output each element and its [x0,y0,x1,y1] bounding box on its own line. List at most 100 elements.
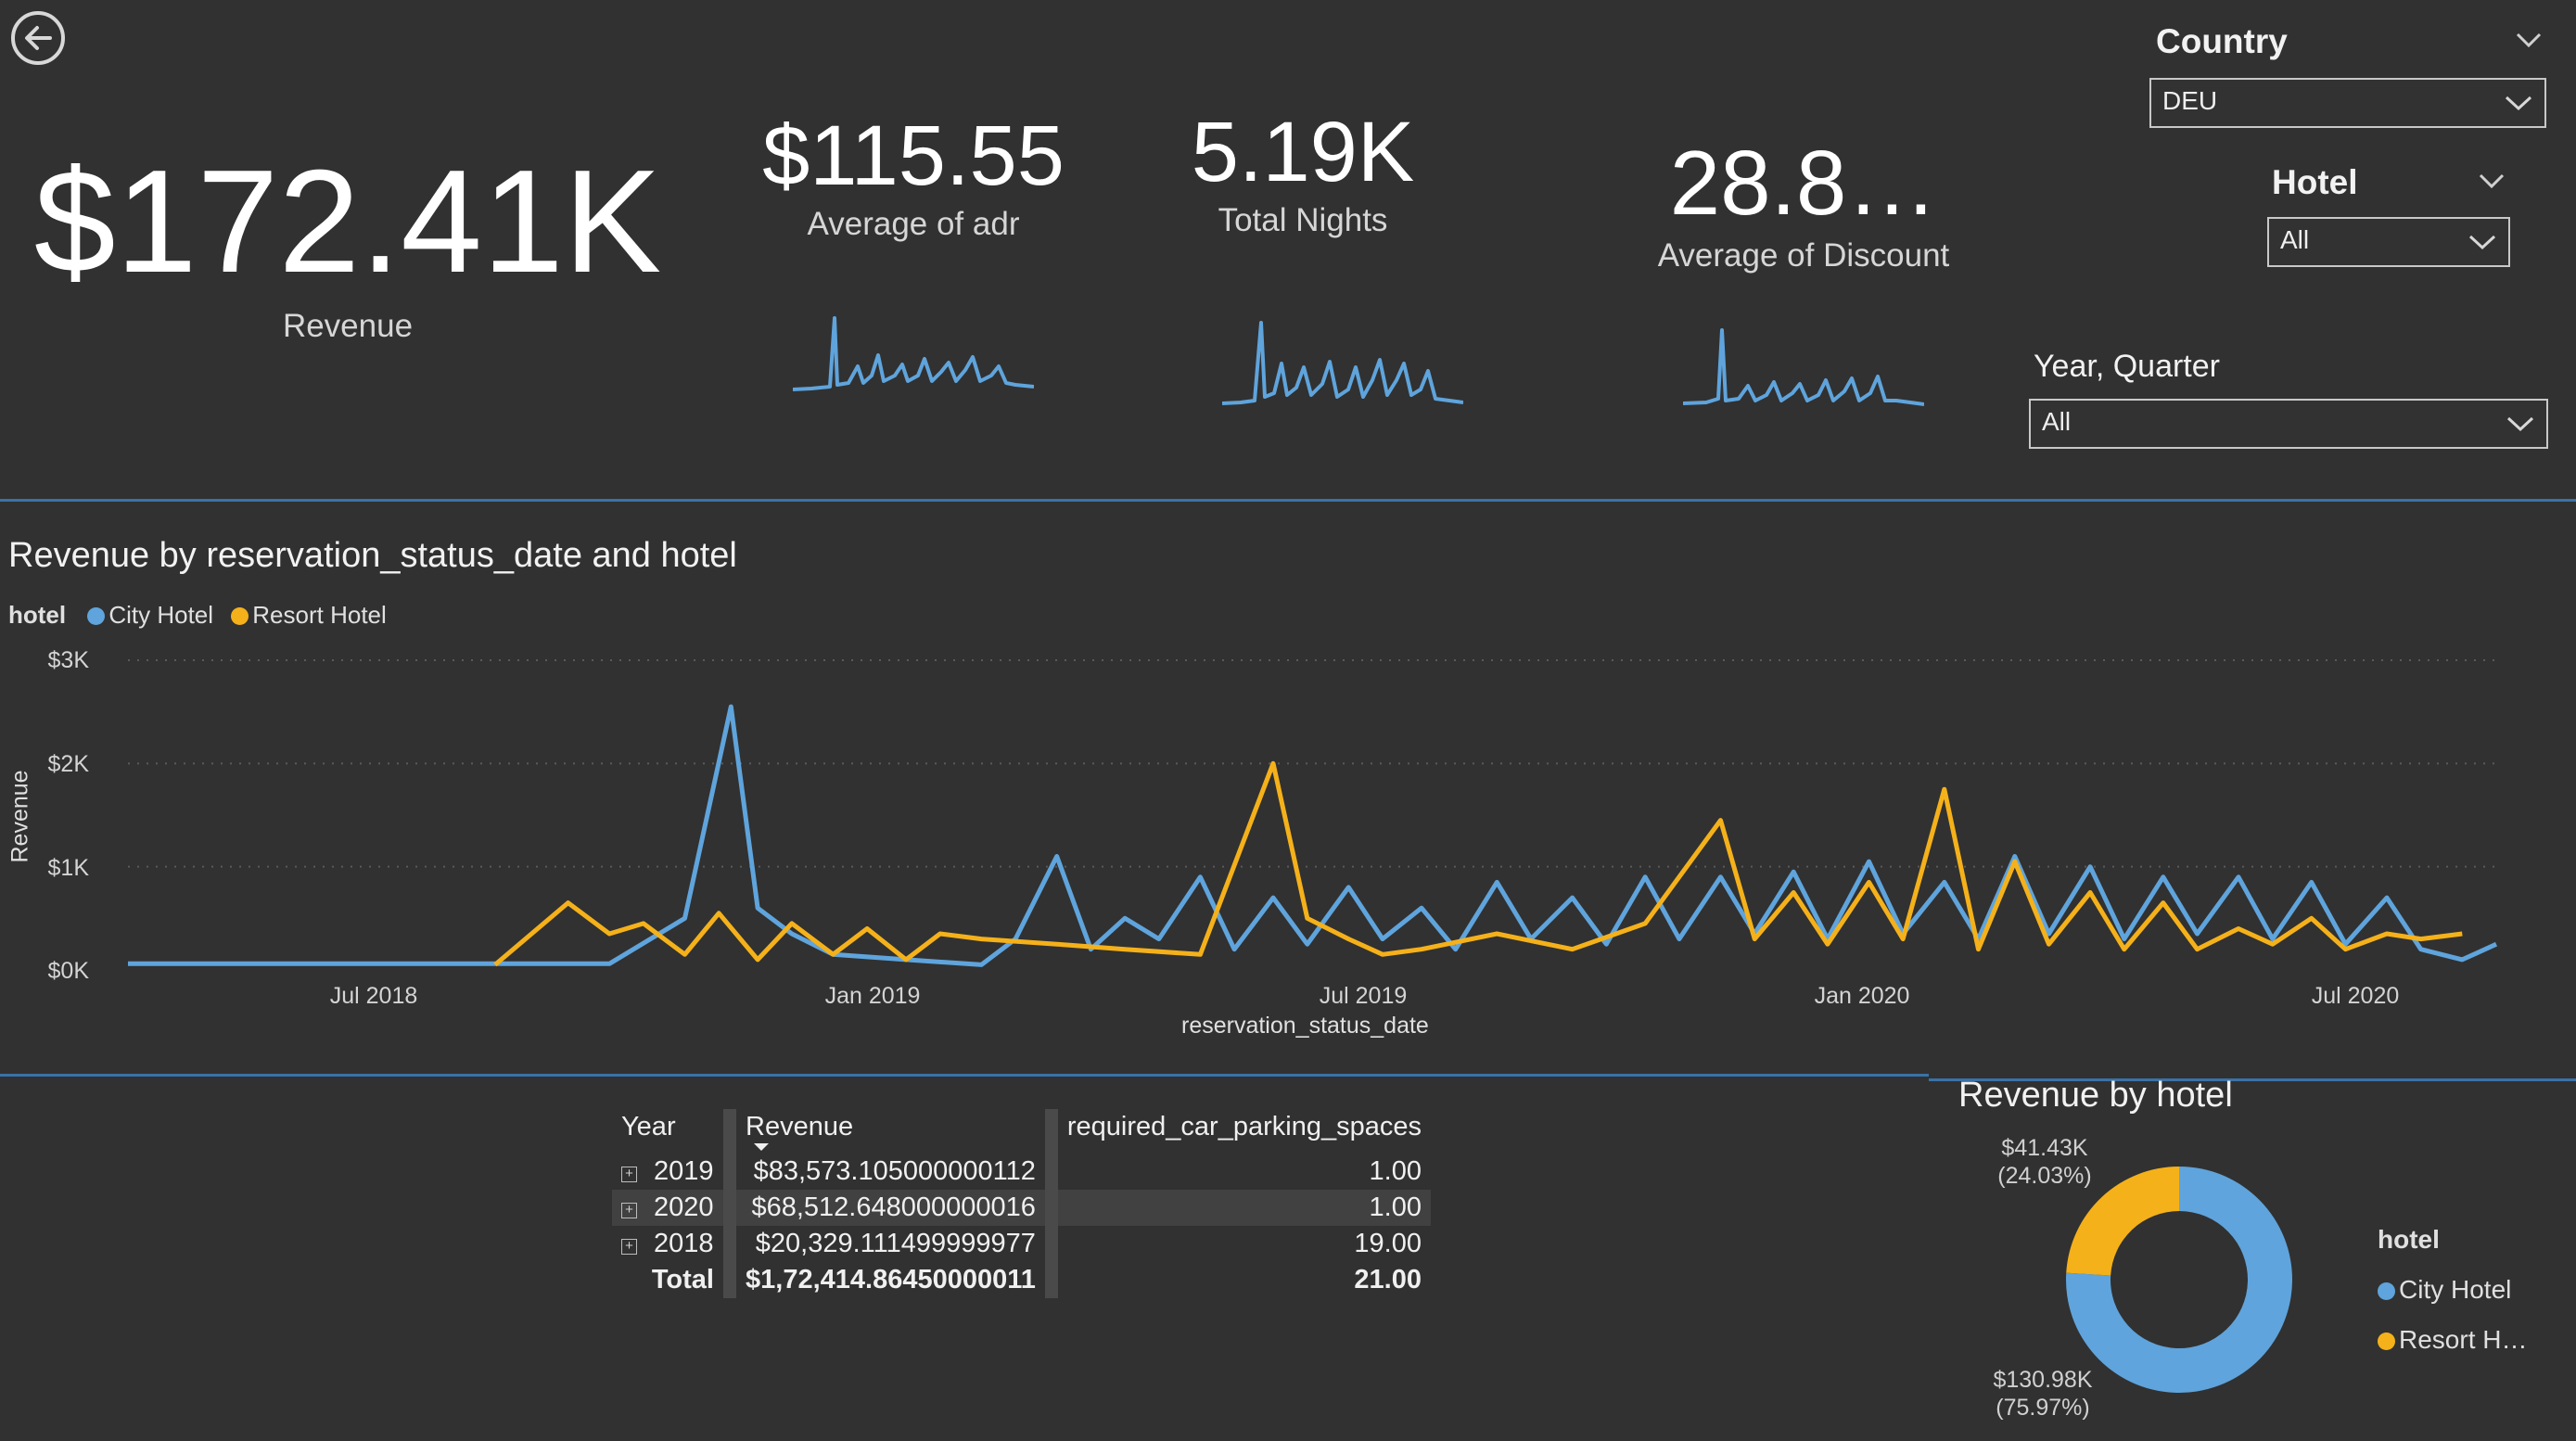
x-tick-jan-2020: Jan 2020 [1814,983,1910,1009]
arrow-left-circle-icon [25,26,52,50]
legend-item-city-hotel[interactable]: City Hotel [87,601,213,629]
y-tick-3k: $3K [47,647,89,673]
y-tick-1k: $1K [47,855,89,881]
table-row[interactable]: +2019 $83,573.105000000112 1.00 [612,1154,1431,1190]
matrix-total-revenue: $1,72,414.86450000011 [723,1262,1052,1298]
kpi-nights-card: 5.19K Total Nights [1117,109,1488,239]
chevron-down-icon [2506,416,2534,432]
matrix-header-parking[interactable]: required_car_parking_spaces [1044,1109,1431,1154]
hotel-dropdown-value: All [2280,225,2310,254]
expand-icon[interactable]: + [621,1203,637,1218]
revenue-matrix: Year Revenue required_car_parking_spaces… [612,1109,1431,1298]
donut-label-resort-value: $41.43K [2001,1135,2088,1161]
sparkline-nights [1222,321,1463,405]
sparkline-discount [1683,328,1924,406]
kpi-revenue-value: $172.41K [33,140,662,303]
donut-chart-title: Revenue by hotel [1958,1076,2233,1115]
city-hotel-dot-icon [87,607,106,625]
line-chart-title: Revenue by reservation_status_date and h… [8,536,737,575]
matrix-cell-year: 2020 [654,1192,714,1222]
donut-label-city-pct: (75.97%) [1996,1394,2090,1421]
chevron-down-icon [2468,235,2496,250]
revenue-donut-chart [2066,1167,2292,1393]
x-tick-jan-2019: Jan 2019 [824,983,921,1009]
donut-label-resort: $41.43K (24.03%) [1957,1135,2133,1190]
legend-item-resort-hotel[interactable]: Resort Hotel [231,601,387,629]
kpi-adr-card: $115.55 Average of adr [728,113,1099,243]
donut-legend-title: hotel [2378,1225,2440,1254]
matrix-table: Year Revenue required_car_parking_spaces… [612,1109,1431,1298]
y-tick-0k: $0K [47,958,89,984]
line-chart-legend: hotel City Hotel Resort Hotel [8,601,387,630]
resort-hotel-dot-icon [231,607,249,625]
matrix-cell-revenue: $20,329.111499999977 [723,1226,1052,1262]
x-axis-title: reservation_status_date [1181,1013,1429,1039]
donut-legend-label-resort: Resort H… [2399,1325,2528,1354]
expand-icon[interactable]: + [621,1239,637,1255]
country-slicer-title: Country [2156,22,2288,60]
hotel-slicer-title: Hotel [2272,163,2358,201]
kpi-adr-value: $115.55 [762,108,1065,203]
matrix-total-label: Total [651,1265,714,1294]
section-divider-top [0,499,2576,502]
matrix-cell-revenue: $68,512.648000000016 [723,1190,1052,1226]
matrix-cell-parking: 19.00 [1044,1226,1431,1262]
revenue-line-chart [128,659,2498,967]
donut-legend: hotel City Hotel Resort H… [2378,1215,2527,1365]
legend-label-resort-hotel: Resort Hotel [252,601,387,629]
x-tick-jul-2018: Jul 2018 [329,983,418,1009]
year-quarter-dropdown[interactable]: All [2029,399,2548,449]
kpi-discount-card: 28.8… Average of Discount [1618,137,1989,274]
x-tick-jul-2020: Jul 2020 [2311,983,2400,1009]
matrix-total-row: Total $1,72,414.86450000011 21.00 [612,1262,1431,1298]
donut-label-city-value: $130.98K [1993,1367,2093,1393]
hotel-dropdown[interactable]: All [2267,217,2510,267]
kpi-revenue-card: $172.41K Revenue [19,148,677,345]
donut-label-city: $130.98K (75.97%) [1955,1367,2131,1422]
country-dropdown-value: DEU [2162,86,2218,115]
country-dropdown[interactable]: DEU [2149,78,2546,128]
x-tick-jul-2019: Jul 2019 [1319,983,1408,1009]
year-quarter-dropdown-value: All [2042,407,2072,436]
table-row[interactable]: +2018 $20,329.111499999977 19.00 [612,1226,1431,1262]
kpi-nights-value: 5.19K [1191,105,1415,199]
donut-slice-city-hotel[interactable] [2066,1167,2292,1393]
sort-descending-icon [754,1143,769,1151]
donut-legend-item-resort[interactable]: Resort H… [2378,1315,2527,1365]
chevron-down-icon [2505,96,2532,111]
section-divider-bottom-right [1929,1078,2576,1081]
series-line-resort-hotel[interactable] [493,760,2463,967]
matrix-cell-year: 2019 [654,1156,714,1186]
sparkline-adr [793,316,1034,391]
donut-legend-item-city[interactable]: City Hotel [2378,1265,2527,1315]
matrix-total-parking: 21.00 [1044,1262,1431,1298]
matrix-cell-parking: 1.00 [1044,1190,1431,1226]
country-slicer-chevron-icon[interactable] [2515,32,2543,48]
matrix-header-revenue[interactable]: Revenue [723,1109,1052,1154]
expand-icon[interactable]: + [621,1167,637,1182]
city-hotel-dot-icon [2378,1282,2395,1300]
kpi-discount-label: Average of Discount [1657,237,1950,274]
kpi-nights-label: Total Nights [1218,202,1388,238]
matrix-header-row: Year Revenue required_car_parking_spaces [612,1109,1431,1154]
donut-legend-label-city: City Hotel [2399,1275,2512,1304]
year-quarter-slicer-title: Year, Quarter [2034,349,2220,384]
donut-slice-resort-hotel[interactable] [2066,1167,2179,1276]
matrix-header-revenue-label: Revenue [746,1112,854,1141]
legend-title: hotel [8,601,67,629]
matrix-header-year[interactable]: Year [621,1112,676,1141]
hotel-slicer-chevron-icon[interactable] [2478,172,2506,189]
table-row[interactable]: +2020 $68,512.648000000016 1.00 [612,1190,1431,1226]
kpi-revenue-label: Revenue [282,308,414,344]
resort-hotel-dot-icon [2378,1333,2395,1350]
y-tick-2k: $2K [47,751,89,777]
matrix-cell-year: 2018 [654,1229,714,1258]
donut-label-resort-pct: (24.03%) [1997,1162,2092,1189]
matrix-cell-revenue: $83,573.105000000112 [723,1154,1052,1190]
back-button[interactable] [11,11,65,65]
legend-label-city-hotel: City Hotel [108,601,214,629]
matrix-cell-parking: 1.00 [1044,1154,1431,1190]
kpi-discount-value: 28.8… [1669,132,1938,234]
kpi-adr-label: Average of adr [807,206,1020,242]
section-divider-bottom [0,1074,1929,1077]
